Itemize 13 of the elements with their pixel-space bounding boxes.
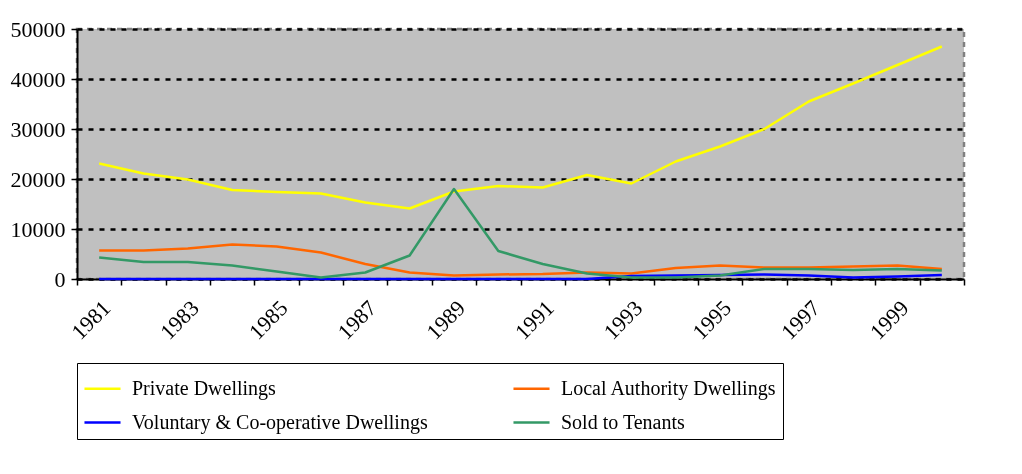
- y-tick-label: 30000: [10, 116, 66, 142]
- legend-label: Voluntary & Co-operative Dwellings: [132, 410, 428, 434]
- line-series: [97, 243, 944, 277]
- y-tick-label: 0: [54, 266, 66, 292]
- legend-label: Private Dwellings: [132, 376, 277, 400]
- line-series: [97, 187, 944, 279]
- line-series: [97, 45, 944, 210]
- y-tick-label: 50000: [10, 16, 66, 42]
- legend-label: Sold to Tenants: [561, 410, 686, 433]
- legend-label: Local Authority Dwellings: [561, 376, 776, 400]
- y-tick-label: 40000: [10, 66, 66, 92]
- y-tick-label: 10000: [10, 216, 66, 242]
- y-tick-label: 20000: [10, 166, 66, 192]
